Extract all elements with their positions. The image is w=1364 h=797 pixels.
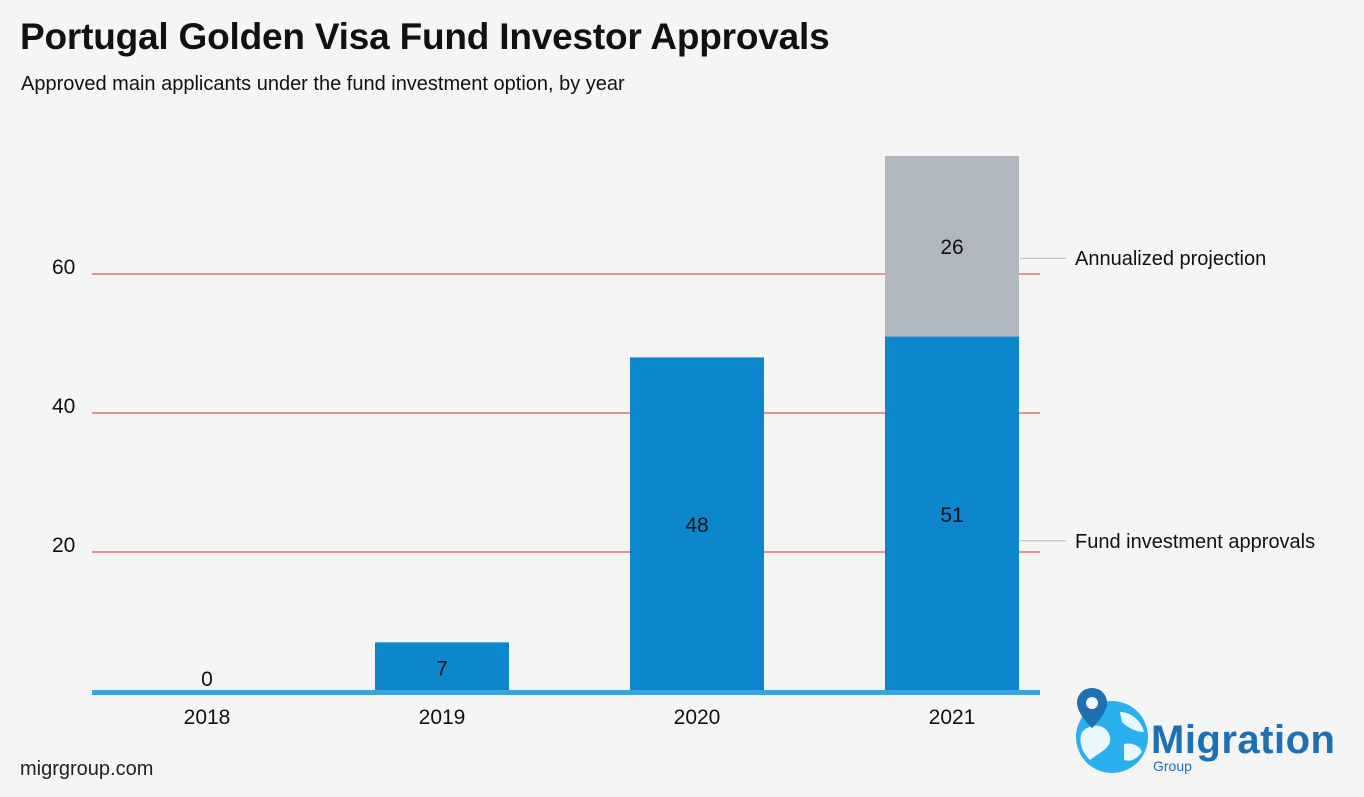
y-tick-label: 40 xyxy=(52,395,75,418)
x-axis: 2018 2019 2020 2021 xyxy=(92,690,1040,729)
bar-projection-2021 xyxy=(885,155,1019,337)
legend-label-projection: Annualized projection xyxy=(1075,248,1266,270)
y-tick-label: 20 xyxy=(52,534,75,557)
x-axis-line xyxy=(92,690,1040,695)
x-tick-label-2019: 2019 xyxy=(419,706,466,729)
bar-actual-2021 xyxy=(885,336,1019,691)
data-label-actual-2021: 51 xyxy=(940,504,963,527)
data-label-actual-2020: 48 xyxy=(685,514,708,537)
data-label-actual-2018: 0 xyxy=(201,668,213,691)
globe-pin-icon xyxy=(1076,688,1148,773)
logo-name: Migration xyxy=(1151,718,1336,762)
data-labels: 0 7 48 51 26 xyxy=(201,236,964,691)
data-label-projection-2021: 26 xyxy=(940,236,963,259)
chart-title: Portugal Golden Visa Fund Investor Appro… xyxy=(20,16,830,57)
y-tick-label: 60 xyxy=(52,256,75,279)
bars xyxy=(375,155,1019,691)
gridlines: 20 40 60 xyxy=(52,256,1040,557)
legend: Annualized projection Fund investment app… xyxy=(1020,248,1315,553)
bar-actual-2019 xyxy=(375,642,509,691)
bar-actual-2020 xyxy=(630,357,764,691)
chart-subtitle: Approved main applicants under the fund … xyxy=(21,73,625,95)
logo-sub: Group xyxy=(1153,758,1192,774)
x-tick-label-2021: 2021 xyxy=(929,706,976,729)
legend-label-actual: Fund investment approvals xyxy=(1075,531,1315,553)
source-text: migrgroup.com xyxy=(20,758,154,780)
x-tick-label-2020: 2020 xyxy=(674,706,721,729)
data-label-actual-2019: 7 xyxy=(436,657,448,680)
x-tick-label-2018: 2018 xyxy=(184,706,231,729)
